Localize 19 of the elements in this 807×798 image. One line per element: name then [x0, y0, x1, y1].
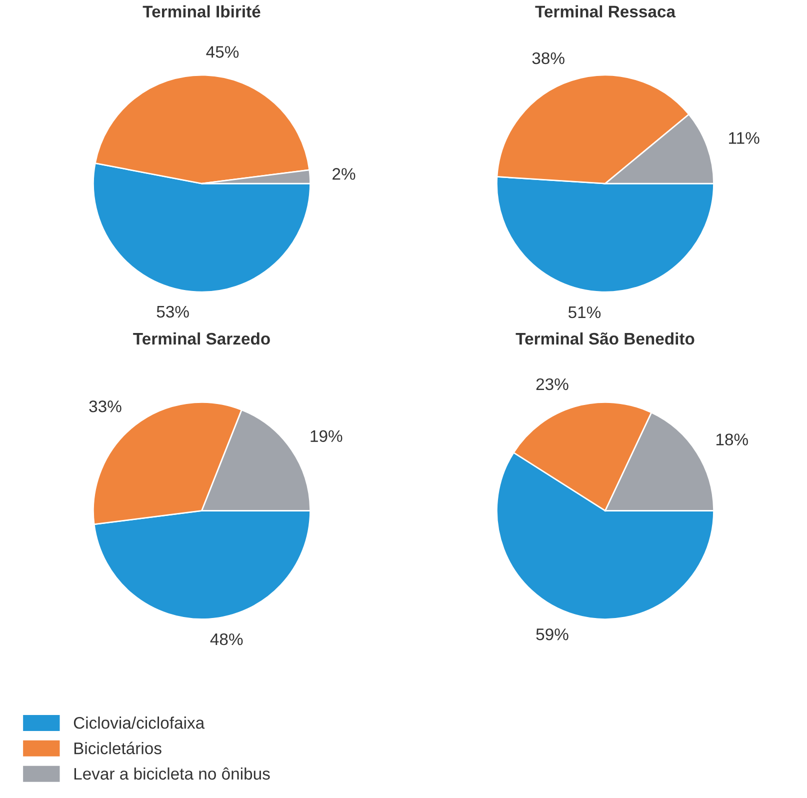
data-label: 19% — [310, 430, 342, 442]
legend-label: Levar a bicicleta no ônibus — [74, 767, 270, 780]
data-label: 2% — [332, 168, 356, 180]
data-label: 11% — [729, 132, 760, 144]
chart-title: Terminal Sarzedo — [133, 332, 270, 345]
data-label: 45% — [206, 46, 239, 58]
data-label: 53% — [156, 306, 189, 318]
chart-title: Terminal Ibirité — [142, 5, 260, 18]
data-label: 48% — [210, 633, 243, 646]
data-label: 59% — [536, 628, 568, 640]
legend-label: Bicicletários — [74, 742, 162, 754]
data-label: 23% — [536, 378, 568, 390]
chart-title: Terminal Ressaca — [535, 5, 676, 18]
data-label: 51% — [568, 306, 601, 318]
data-label: 33% — [89, 400, 122, 412]
data-label: 38% — [532, 52, 564, 64]
data-label: 18% — [716, 434, 748, 446]
chart-title: Terminal São Benedito — [516, 332, 694, 345]
legend-label: Ciclovia/ciclofaixa — [74, 716, 205, 729]
